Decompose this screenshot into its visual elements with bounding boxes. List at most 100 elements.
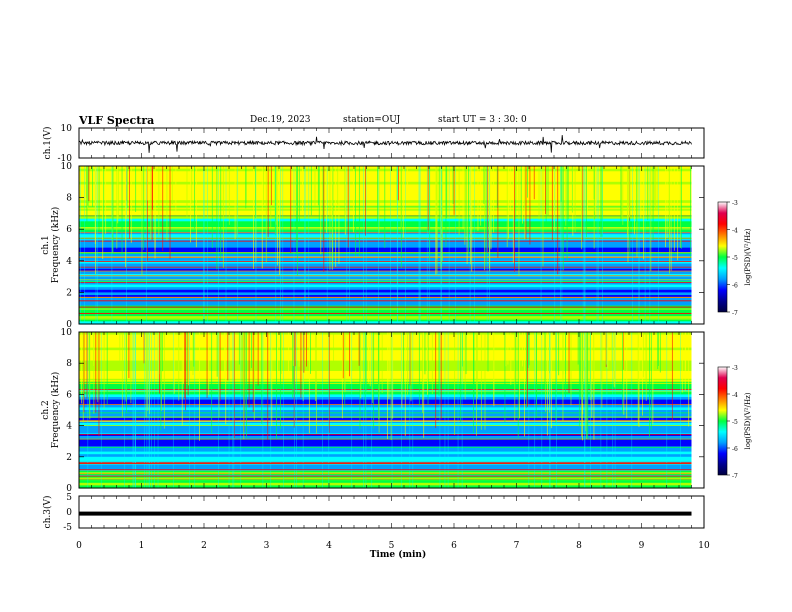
- psd-streak: [529, 166, 531, 245]
- psd-streak: [121, 332, 123, 417]
- psd-streak: [329, 166, 331, 270]
- psd-streak: [277, 332, 278, 372]
- psd-streak: [690, 166, 692, 258]
- psd-streak: [303, 332, 305, 373]
- psd-streak: [518, 166, 520, 276]
- psd-streak: [298, 166, 300, 225]
- psd-streak: [464, 166, 466, 245]
- psd-streak: [129, 166, 130, 239]
- psd-streak: [476, 332, 478, 399]
- psd-streak: [222, 166, 224, 268]
- freq-tick-label: 10: [61, 328, 73, 338]
- psd-line: [79, 297, 692, 298]
- psd-streak: [119, 332, 121, 370]
- psd-streak: [522, 166, 524, 203]
- psd-line: [79, 475, 692, 477]
- psd-streak: [232, 332, 234, 488]
- psd-streak: [267, 166, 269, 237]
- psd-streak: [561, 166, 563, 324]
- psd-streak: [341, 332, 343, 419]
- psd-streak: [97, 332, 99, 403]
- psd-streak: [520, 166, 522, 227]
- psd-band: [79, 192, 692, 196]
- psd-streak: [561, 166, 563, 259]
- psd-streak: [524, 332, 525, 437]
- psd-streak: [125, 166, 127, 268]
- psd-streak: [480, 166, 482, 226]
- psd-streak: [570, 332, 572, 406]
- psd-line: [79, 420, 692, 422]
- ch2-spec-ylabel-line2: Frequency (kHz): [50, 372, 61, 449]
- psd-streak: [565, 332, 567, 398]
- psd-streak: [270, 166, 272, 228]
- psd-streak: [358, 166, 360, 257]
- psd-streak: [116, 166, 118, 249]
- psd-streak: [525, 166, 527, 240]
- psd-streak: [283, 332, 284, 488]
- psd-streak: [458, 166, 460, 236]
- psd-streak: [85, 166, 87, 198]
- psd-streak: [404, 332, 406, 436]
- psd-line: [79, 478, 692, 480]
- psd-streak: [474, 166, 475, 324]
- psd-streak: [464, 332, 466, 400]
- psd-streak: [194, 332, 196, 488]
- ch2-spec-ylabel-line1: ch.2: [41, 400, 51, 419]
- psd-streak: [271, 166, 272, 206]
- psd-streak: [566, 166, 568, 261]
- psd-line: [79, 433, 692, 435]
- psd-streak: [510, 332, 512, 385]
- psd-streak: [195, 166, 197, 248]
- psd-streak: [489, 166, 491, 271]
- psd-streak: [144, 332, 145, 488]
- psd-streak: [457, 332, 459, 488]
- psd-streak: [496, 166, 498, 208]
- psd-line: [79, 438, 692, 440]
- psd-band: [79, 308, 692, 312]
- psd-streak: [252, 332, 254, 412]
- psd-streak: [323, 166, 325, 272]
- psd-line: [79, 389, 692, 391]
- psd-streak: [525, 332, 527, 409]
- psd-band: [79, 454, 692, 458]
- psd-streak: [685, 332, 686, 371]
- psd-streak: [581, 332, 582, 437]
- psd-streak: [255, 166, 257, 324]
- psd-streak: [590, 332, 591, 488]
- psd-streak: [132, 332, 134, 488]
- psd-streak: [228, 166, 230, 225]
- psd-band: [79, 394, 692, 398]
- psd-streak: [596, 166, 598, 206]
- psd-streak: [308, 332, 310, 434]
- psd-streak: [649, 332, 650, 438]
- psd-streak: [638, 166, 640, 324]
- psd-streak: [112, 166, 114, 253]
- psd-streak: [389, 332, 391, 372]
- psd-streak: [622, 166, 624, 225]
- psd-streak: [306, 332, 307, 367]
- psd-band: [79, 430, 692, 434]
- psd-streak: [541, 332, 543, 488]
- ch3-ytick-mid: 0: [66, 508, 72, 518]
- psd-streak: [262, 332, 264, 488]
- psd-streak: [515, 332, 517, 390]
- psd-streak: [547, 166, 549, 216]
- psd-band: [79, 245, 692, 249]
- psd-streak: [241, 332, 243, 397]
- psd-streak: [447, 332, 449, 488]
- psd-streak: [111, 166, 113, 324]
- psd-streak: [407, 332, 408, 396]
- colorbar-tick-label: -6: [732, 446, 738, 453]
- psd-streak: [189, 332, 190, 488]
- psd-streak: [626, 166, 628, 236]
- psd-streak: [234, 166, 236, 240]
- psd-streak: [105, 166, 107, 234]
- psd-streak: [600, 332, 602, 488]
- psd-streak: [584, 332, 586, 488]
- figure-title: VLF Spectra: [79, 114, 155, 127]
- psd-streak: [271, 332, 273, 427]
- psd-streak: [593, 166, 595, 249]
- psd-streak: [596, 166, 598, 324]
- psd-streak: [524, 166, 526, 209]
- psd-band: [79, 260, 692, 265]
